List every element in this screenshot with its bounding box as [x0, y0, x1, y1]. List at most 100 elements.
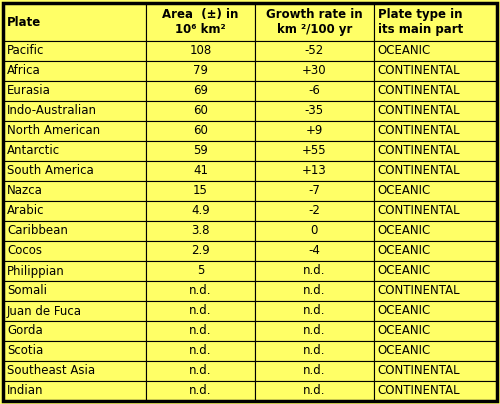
Bar [3, 281, 146, 301]
Text: Caribbean: Caribbean [7, 225, 68, 238]
Bar [146, 141, 255, 161]
Text: +9: +9 [306, 124, 323, 137]
Bar [255, 361, 374, 381]
Text: n.d.: n.d. [303, 324, 326, 337]
Bar [146, 281, 255, 301]
Text: n.d.: n.d. [190, 345, 212, 358]
Text: CONTINENTAL: CONTINENTAL [378, 284, 460, 297]
Bar [374, 361, 497, 381]
Text: OCEANIC: OCEANIC [378, 185, 431, 198]
Bar [3, 101, 146, 121]
Bar [146, 341, 255, 361]
Text: -2: -2 [308, 204, 320, 217]
Bar [3, 41, 146, 61]
Bar [255, 341, 374, 361]
Text: CONTINENTAL: CONTINENTAL [378, 84, 460, 97]
Bar [255, 41, 374, 61]
Text: CONTINENTAL: CONTINENTAL [378, 105, 460, 118]
Text: n.d.: n.d. [190, 305, 212, 318]
Text: n.d.: n.d. [190, 324, 212, 337]
Text: Africa: Africa [7, 65, 41, 78]
Bar [374, 61, 497, 81]
Text: CONTINENTAL: CONTINENTAL [378, 385, 460, 398]
Bar [3, 3, 146, 41]
Bar [374, 3, 497, 41]
Bar [255, 261, 374, 281]
Bar [3, 341, 146, 361]
Bar [146, 101, 255, 121]
Text: North American: North American [7, 124, 100, 137]
Text: CONTINENTAL: CONTINENTAL [378, 65, 460, 78]
Text: 41: 41 [193, 164, 208, 177]
Bar [255, 161, 374, 181]
Text: -7: -7 [308, 185, 320, 198]
Bar [255, 301, 374, 321]
Bar [146, 241, 255, 261]
Bar [374, 301, 497, 321]
Bar [146, 301, 255, 321]
Bar [146, 381, 255, 401]
Bar [374, 41, 497, 61]
Text: Arabic: Arabic [7, 204, 44, 217]
Bar [146, 221, 255, 241]
Bar [3, 121, 146, 141]
Bar [146, 61, 255, 81]
Bar [255, 181, 374, 201]
Text: CONTINENTAL: CONTINENTAL [378, 145, 460, 158]
Bar [374, 141, 497, 161]
Text: South America: South America [7, 164, 94, 177]
Text: Southeast Asia: Southeast Asia [7, 364, 95, 377]
Text: n.d.: n.d. [303, 265, 326, 278]
Text: -6: -6 [308, 84, 320, 97]
Text: +13: +13 [302, 164, 326, 177]
Bar [3, 201, 146, 221]
Text: 79: 79 [193, 65, 208, 78]
Text: Indo-Australian: Indo-Australian [7, 105, 97, 118]
Bar [3, 241, 146, 261]
Bar [255, 381, 374, 401]
Text: CONTINENTAL: CONTINENTAL [378, 124, 460, 137]
Bar [146, 181, 255, 201]
Text: 5: 5 [197, 265, 204, 278]
Text: Indian: Indian [7, 385, 44, 398]
Text: -52: -52 [304, 44, 324, 57]
Text: OCEANIC: OCEANIC [378, 265, 431, 278]
Text: Scotia: Scotia [7, 345, 44, 358]
Text: CONTINENTAL: CONTINENTAL [378, 364, 460, 377]
Text: Philippian: Philippian [7, 265, 65, 278]
Text: Growth rate in
km ²/100 yr: Growth rate in km ²/100 yr [266, 8, 362, 36]
Text: 60: 60 [193, 124, 208, 137]
Bar [255, 81, 374, 101]
Bar [3, 261, 146, 281]
Bar [146, 321, 255, 341]
Bar [374, 101, 497, 121]
Bar [3, 381, 146, 401]
Text: Area  (±) in
10⁶ km²: Area (±) in 10⁶ km² [162, 8, 239, 36]
Bar [374, 281, 497, 301]
Text: n.d.: n.d. [303, 385, 326, 398]
Text: CONTINENTAL: CONTINENTAL [378, 164, 460, 177]
Bar [374, 221, 497, 241]
Bar [255, 281, 374, 301]
Bar [255, 221, 374, 241]
Bar [374, 161, 497, 181]
Text: n.d.: n.d. [303, 345, 326, 358]
Text: Gorda: Gorda [7, 324, 43, 337]
Text: CONTINENTAL: CONTINENTAL [378, 204, 460, 217]
Bar [3, 301, 146, 321]
Text: Plate type in
its main part: Plate type in its main part [378, 8, 463, 36]
Text: +55: +55 [302, 145, 326, 158]
Text: Pacific: Pacific [7, 44, 44, 57]
Bar [255, 141, 374, 161]
Bar [255, 121, 374, 141]
Text: n.d.: n.d. [190, 284, 212, 297]
Text: 59: 59 [193, 145, 208, 158]
Bar [374, 321, 497, 341]
Bar [146, 41, 255, 61]
Bar [374, 381, 497, 401]
Text: 60: 60 [193, 105, 208, 118]
Bar [374, 341, 497, 361]
Text: OCEANIC: OCEANIC [378, 305, 431, 318]
Bar [3, 61, 146, 81]
Text: 69: 69 [193, 84, 208, 97]
